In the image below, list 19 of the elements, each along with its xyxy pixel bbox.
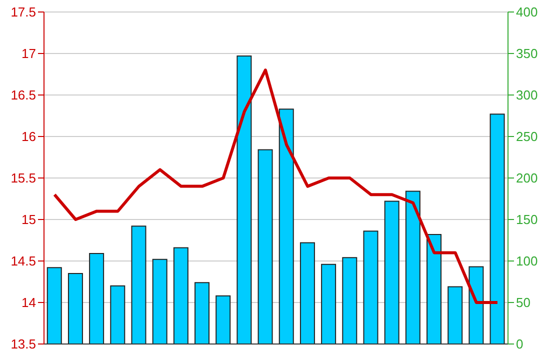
y-tick-label: 14: [22, 295, 36, 310]
y2-tick-label: 0: [516, 336, 524, 352]
y2-tick-label: 250: [516, 129, 538, 144]
y2-tick-label: 100: [516, 254, 538, 269]
y-tick-label: 17: [22, 46, 36, 62]
y-tick-label: 15: [22, 212, 36, 228]
y-tick-label: 14.5: [10, 254, 36, 269]
y-tick-label: 15.5: [10, 170, 36, 186]
y2-tick-label: 150: [516, 212, 538, 228]
y2-tick-label: 50: [516, 295, 530, 310]
y-tick-label: 13.5: [10, 336, 36, 352]
line-series: [53, 68, 499, 304]
y2-tick-label: 200: [516, 170, 538, 186]
y2-tick-label: 350: [516, 46, 538, 62]
y2-tick-label: 400: [516, 4, 538, 20]
y2-tick-label: 300: [516, 88, 538, 103]
y-tick-label: 16.5: [10, 88, 36, 103]
y-tick-label: 17.5: [10, 4, 36, 20]
y-tick-label: 16: [22, 129, 36, 144]
